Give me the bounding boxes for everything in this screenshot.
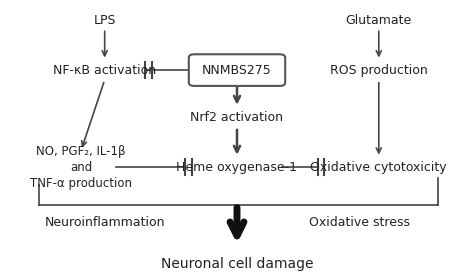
- Text: LPS: LPS: [93, 14, 116, 27]
- FancyBboxPatch shape: [189, 54, 285, 86]
- Text: NNMBS275: NNMBS275: [202, 64, 272, 77]
- Text: Nrf2 activation: Nrf2 activation: [191, 111, 283, 124]
- Text: Neuronal cell damage: Neuronal cell damage: [161, 258, 313, 271]
- Text: Oxidative stress: Oxidative stress: [310, 216, 410, 229]
- Text: NO, PGF₂, IL-1β
and
TNF-α production: NO, PGF₂, IL-1β and TNF-α production: [30, 145, 132, 190]
- Text: NF-κB activation: NF-κB activation: [53, 64, 156, 77]
- Text: Neuroinflammation: Neuroinflammation: [45, 216, 165, 229]
- Text: Heme oxygenase-1: Heme oxygenase-1: [176, 161, 298, 174]
- Text: ROS production: ROS production: [330, 64, 428, 77]
- Text: Oxidative cytotoxicity: Oxidative cytotoxicity: [310, 161, 447, 174]
- Text: Glutamate: Glutamate: [346, 14, 412, 27]
